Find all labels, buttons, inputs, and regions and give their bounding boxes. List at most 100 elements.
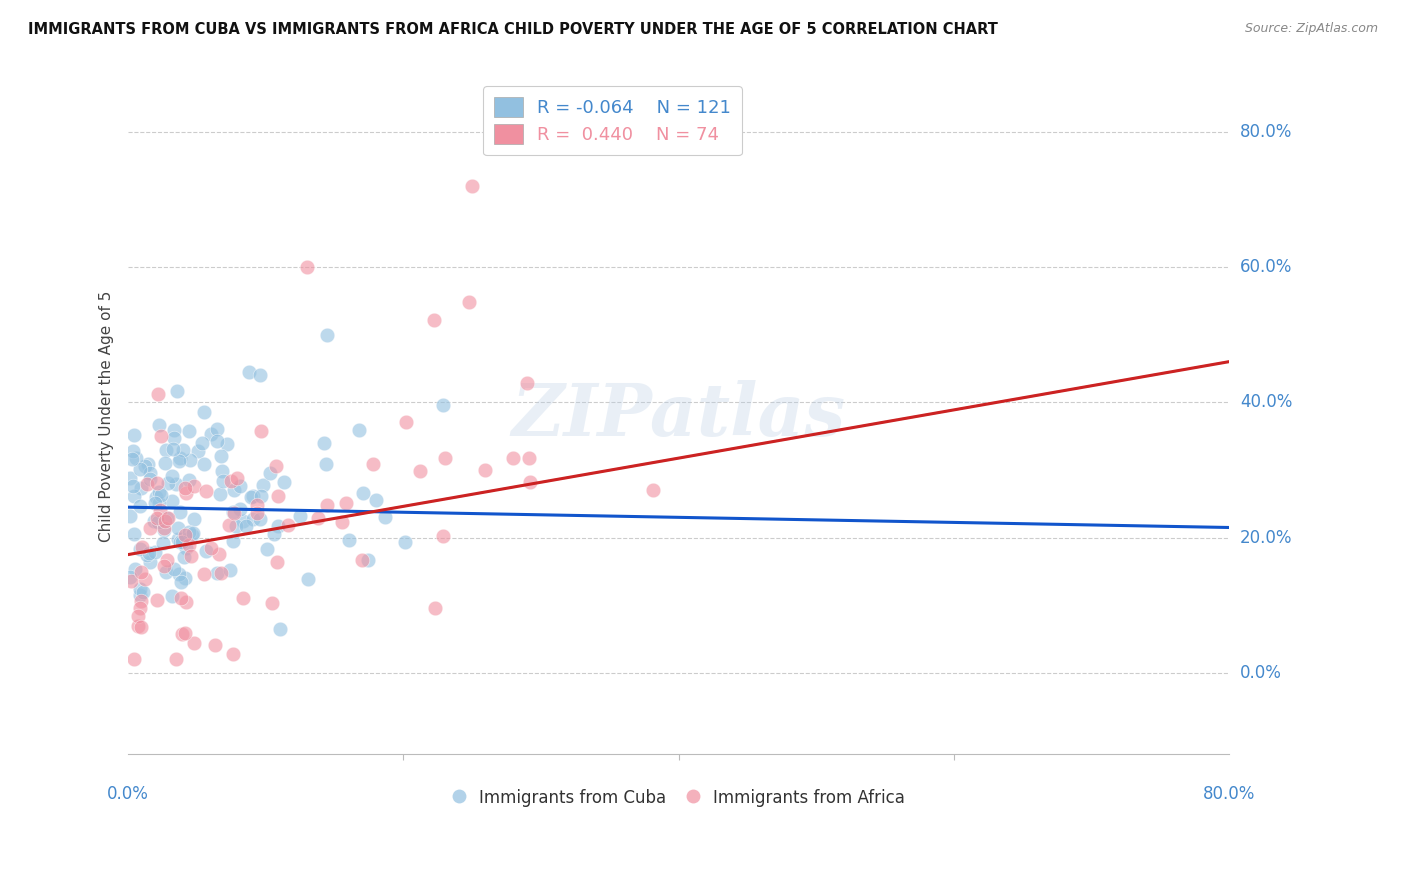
Point: [205, 566, 228, 580]
Point: [153, 515, 176, 529]
Point: [219, 474, 242, 488]
Point: [134, 458, 156, 473]
Point: [330, 516, 353, 530]
Point: [457, 295, 479, 310]
Point: [208, 487, 231, 501]
Point: [205, 434, 228, 449]
Point: [152, 521, 174, 535]
Point: [183, 636, 205, 650]
Point: [194, 544, 217, 558]
Point: [179, 525, 201, 540]
Point: [173, 527, 195, 541]
Point: [246, 506, 269, 520]
Point: [120, 509, 142, 524]
Point: [149, 502, 172, 516]
Point: [167, 454, 190, 468]
Point: [156, 553, 179, 567]
Point: [364, 492, 387, 507]
Point: [129, 588, 152, 602]
Point: [242, 512, 264, 526]
Point: [160, 589, 183, 603]
Point: [238, 365, 260, 379]
Point: [155, 565, 177, 579]
Point: [224, 506, 246, 520]
Point: [139, 467, 162, 481]
Point: [249, 511, 271, 525]
Point: [146, 515, 169, 529]
Point: [218, 518, 240, 533]
Point: [156, 476, 179, 491]
Point: [187, 444, 209, 458]
Point: [474, 463, 496, 477]
Point: [519, 475, 541, 489]
Point: [432, 529, 454, 543]
Text: 60.0%: 60.0%: [1240, 258, 1292, 276]
Point: [259, 466, 281, 480]
Point: [134, 573, 156, 587]
Point: [121, 444, 143, 458]
Point: [143, 514, 166, 528]
Point: [143, 496, 166, 510]
Point: [183, 479, 205, 493]
Text: 0.0%: 0.0%: [1240, 664, 1282, 682]
Point: [222, 534, 245, 549]
Point: [174, 481, 197, 495]
Point: [174, 486, 197, 500]
Point: [163, 431, 186, 445]
Point: [242, 488, 264, 502]
Point: [229, 478, 252, 492]
Point: [264, 458, 287, 473]
Point: [124, 652, 146, 666]
Point: [263, 526, 285, 541]
Point: [124, 562, 146, 576]
Point: [162, 468, 184, 483]
Point: [145, 490, 167, 504]
Point: [256, 541, 278, 556]
Point: [516, 376, 538, 390]
Point: [174, 595, 197, 609]
Point: [277, 517, 299, 532]
Point: [266, 555, 288, 569]
Point: [408, 464, 430, 478]
Point: [148, 484, 170, 499]
Point: [128, 582, 150, 596]
Point: [502, 451, 524, 466]
Point: [181, 527, 204, 541]
Point: [148, 417, 170, 432]
Point: [127, 608, 149, 623]
Point: [208, 547, 231, 561]
Point: [145, 510, 167, 524]
Point: [136, 548, 159, 562]
Point: [204, 638, 226, 652]
Point: [129, 620, 152, 634]
Point: [269, 622, 291, 636]
Legend: Immigrants from Cuba, Immigrants from Africa: Immigrants from Cuba, Immigrants from Af…: [446, 782, 911, 814]
Point: [156, 511, 179, 525]
Point: [174, 541, 197, 555]
Point: [193, 566, 215, 581]
Point: [249, 368, 271, 382]
Text: IMMIGRANTS FROM CUBA VS IMMIGRANTS FROM AFRICA CHILD POVERTY UNDER THE AGE OF 5 : IMMIGRANTS FROM CUBA VS IMMIGRANTS FROM …: [28, 22, 998, 37]
Point: [193, 405, 215, 419]
Point: [162, 442, 184, 457]
Point: [195, 483, 218, 498]
Point: [179, 473, 201, 487]
Point: [118, 570, 141, 584]
Point: [128, 600, 150, 615]
Point: [131, 481, 153, 495]
Point: [232, 591, 254, 606]
Point: [200, 541, 222, 555]
Text: 80.0%: 80.0%: [1202, 785, 1256, 803]
Point: [374, 509, 396, 524]
Point: [260, 595, 283, 609]
Text: 0.0%: 0.0%: [107, 785, 149, 803]
Point: [169, 535, 191, 549]
Point: [131, 565, 153, 579]
Point: [153, 456, 176, 470]
Point: [166, 384, 188, 398]
Point: [193, 457, 215, 471]
Point: [129, 594, 152, 608]
Point: [180, 549, 202, 563]
Point: [131, 540, 153, 554]
Point: [138, 546, 160, 560]
